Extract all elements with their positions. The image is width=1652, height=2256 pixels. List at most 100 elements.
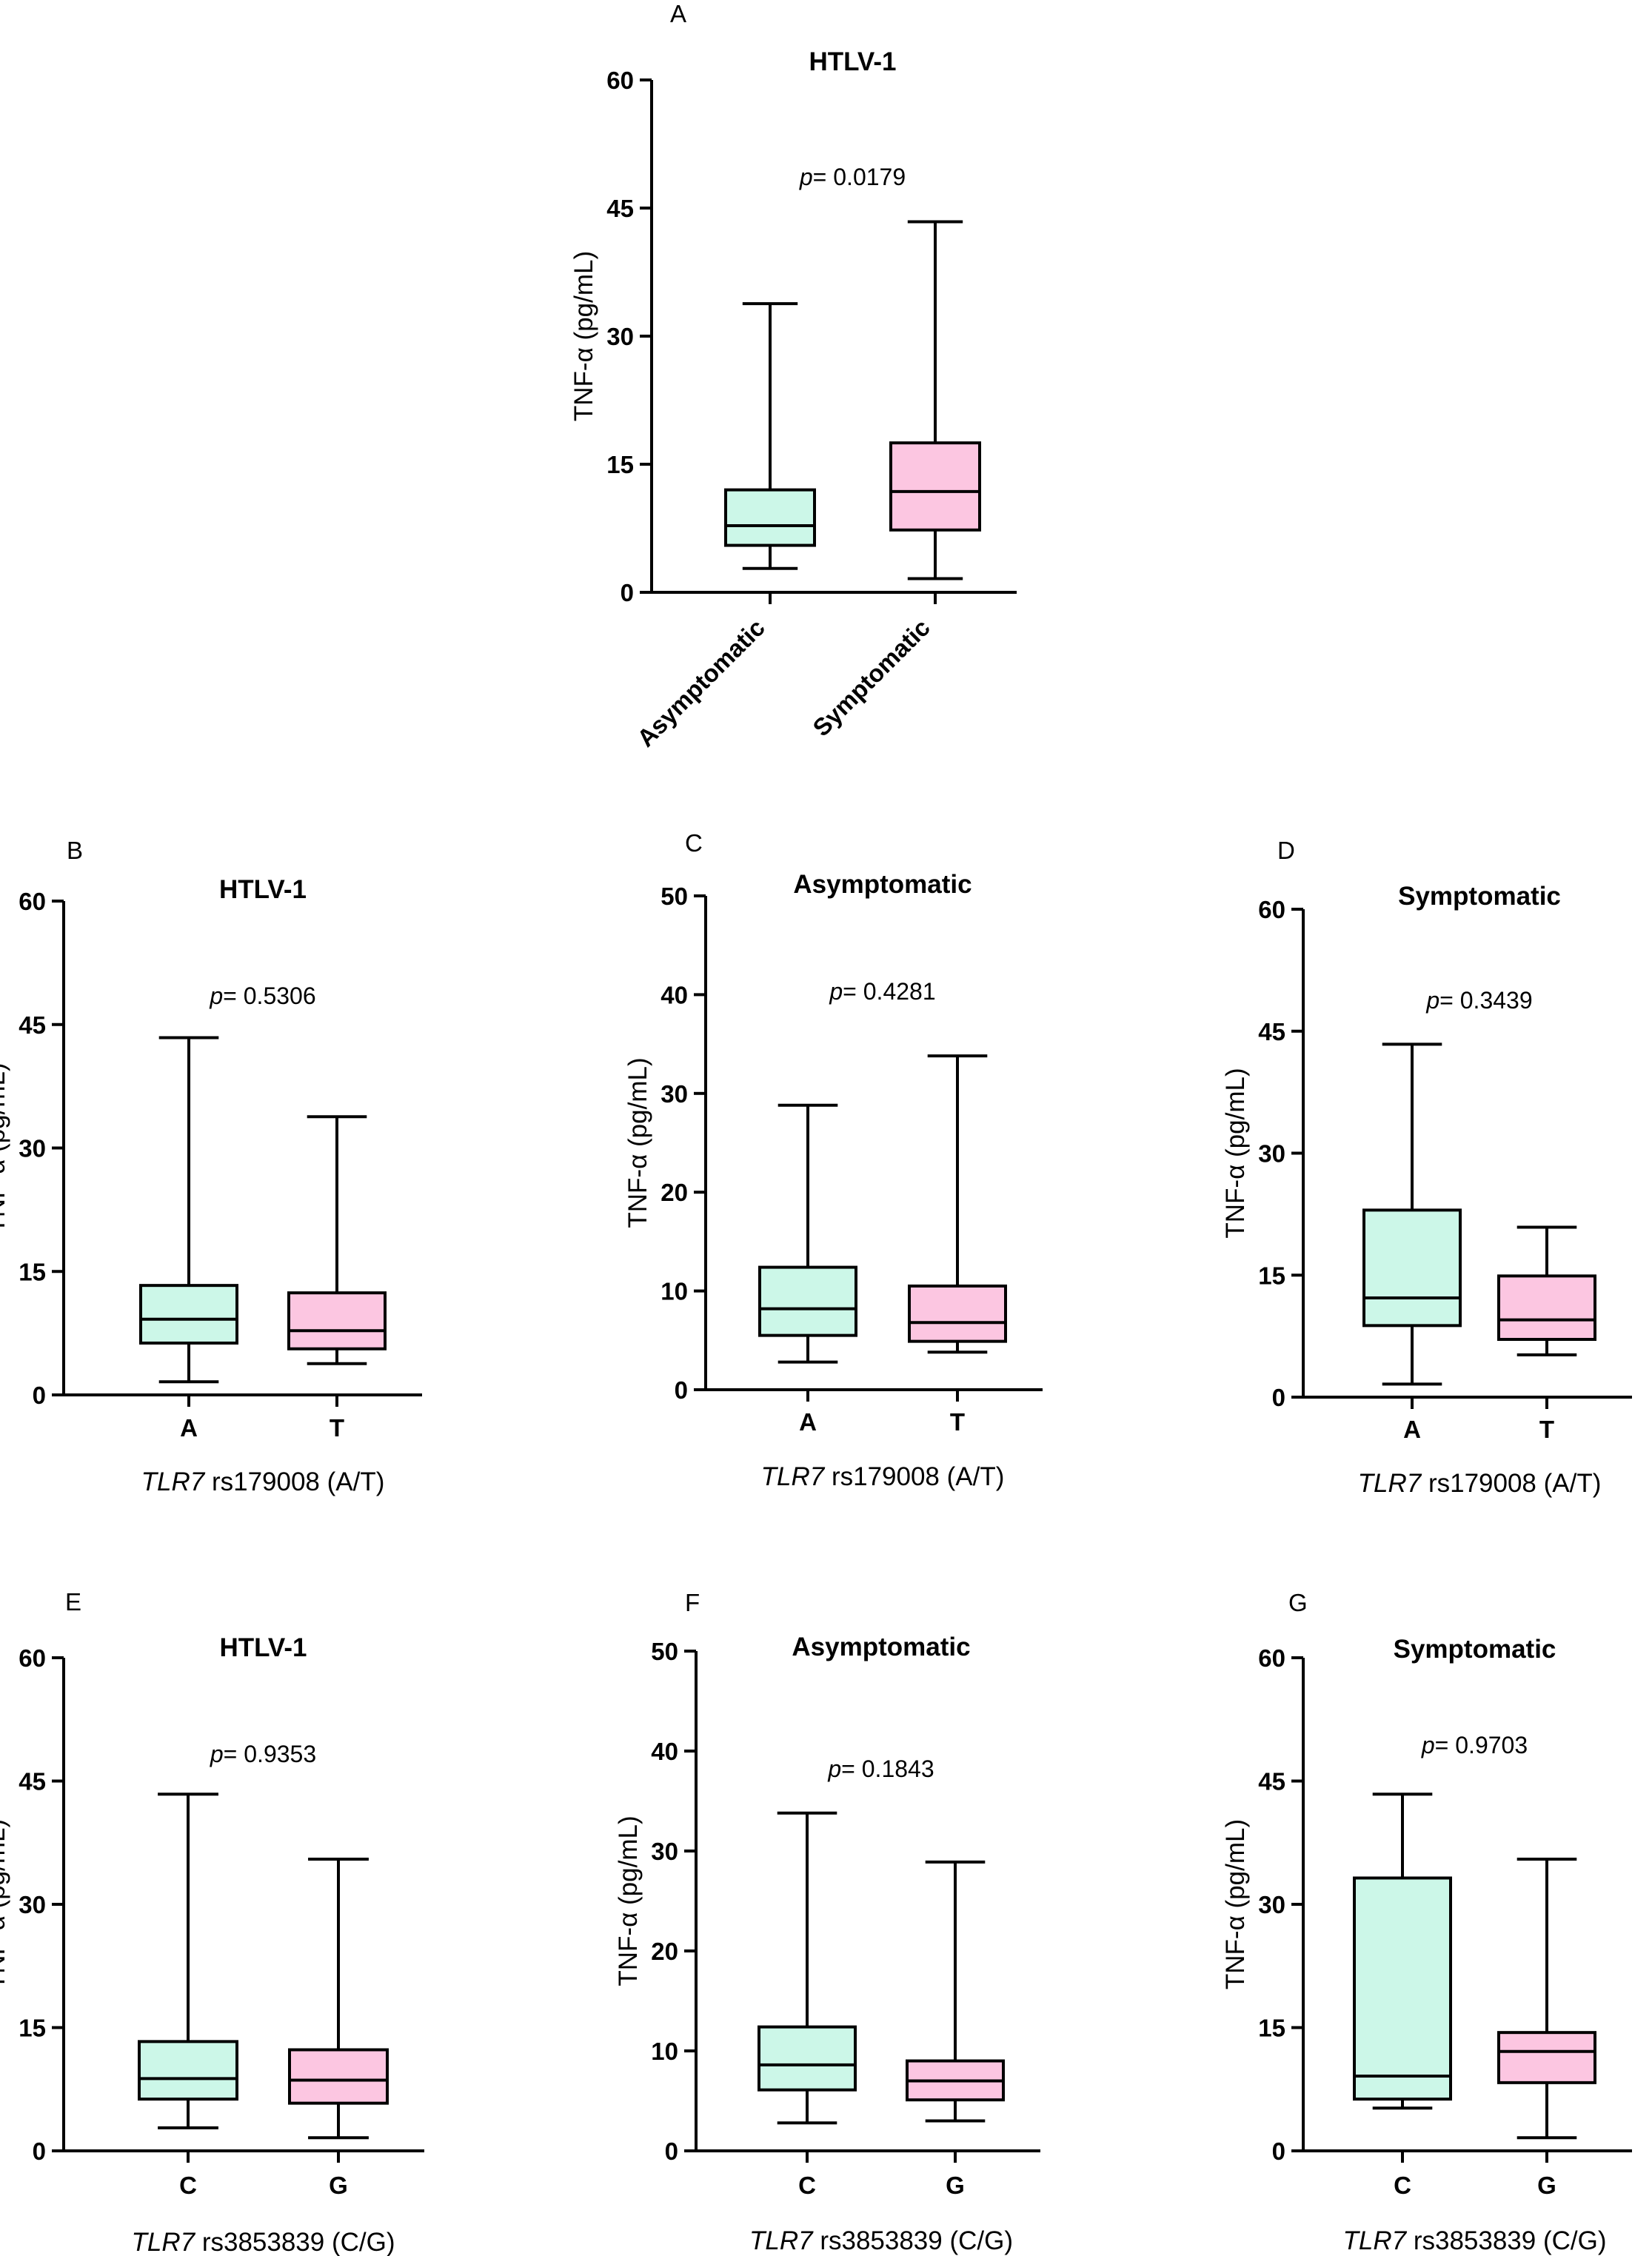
x-category-label: A [1403, 1416, 1421, 1443]
y-tick-label: 30 [19, 1135, 46, 1162]
y-tick-label: 45 [19, 1768, 46, 1795]
box-g [288, 1857, 389, 2140]
panel-letter: D [1277, 837, 1295, 864]
box-c [1353, 1793, 1452, 2110]
x-axis-label: TLR7 rs179008 (A/T) [1358, 1469, 1602, 1498]
p-value-label: p= 0.0179 [799, 164, 906, 190]
y-tick-label: 0 [675, 1376, 688, 1404]
iqr-box [139, 1284, 238, 1345]
x-axis-label: TLR7 rs3853839 (C/G) [749, 2226, 1013, 2255]
y-tick-label: 30 [1258, 1140, 1285, 1168]
x-category-label: Symptomatic [807, 614, 935, 742]
p-value-label: p= 0.9353 [210, 1741, 316, 1767]
x-category-label: T [1539, 1416, 1554, 1443]
x-category-label: C [179, 2172, 197, 2199]
y-tick-label: 30 [651, 1838, 678, 1865]
y-tick-label: 60 [1258, 1644, 1285, 1672]
iqr-box [758, 2025, 857, 2092]
p-value-label: p= 0.5306 [209, 983, 315, 1009]
iqr-box [758, 1265, 857, 1337]
iqr-box [908, 1284, 1007, 1343]
iqr-box [287, 1291, 387, 1350]
chart-title: HTLV-1 [809, 47, 897, 76]
y-tick-label: 10 [651, 2038, 678, 2065]
panel-letter: F [685, 1589, 700, 1616]
y-tick-label: 45 [1258, 1768, 1285, 1795]
panel-letter: B [67, 837, 83, 864]
y-tick-label: 15 [1258, 1262, 1285, 1289]
y-tick-label: 40 [651, 1738, 678, 1765]
chart-title: HTLV-1 [220, 1633, 307, 1662]
y-tick-label: 0 [621, 579, 634, 606]
panel-letter: E [65, 1588, 81, 1616]
x-axis-label: TLR7 rs179008 (A/T) [141, 1467, 385, 1496]
box-t [908, 1054, 1007, 1354]
box-a [139, 1036, 238, 1384]
chart-title: Symptomatic [1398, 882, 1561, 911]
x-category-label: Asymptomatic [632, 614, 770, 752]
box-t [287, 1115, 387, 1365]
y-tick-label: 45 [19, 1011, 46, 1039]
p-value-label: p= 0.9703 [1421, 1732, 1528, 1758]
x-category-label: G [946, 2172, 965, 2199]
iqr-box [138, 2040, 238, 2101]
y-axis-label: TNF-α (pg/mL) [0, 1819, 10, 1989]
panel-e: E HTLV-1 p= 0.9353 0 15 30 45 60 TNF-α (pg/mL) C G… [0, 1588, 424, 2256]
y-tick-label: 45 [1258, 1018, 1285, 1045]
x-category-label: T [330, 1414, 344, 1442]
iqr-box [724, 488, 816, 547]
panel-d: D Symptomatic p= 0.3439 0 15 30 45 60 TNF-α (pg/… [1221, 837, 1632, 1498]
y-tick-label: 30 [19, 1891, 46, 1918]
x-axis-label: TLR7 rs3853839 (C/G) [1343, 2226, 1607, 2255]
y-tick-label: 0 [33, 2138, 46, 2165]
y-tick-label: 15 [606, 451, 634, 478]
x-category-label: A [180, 1414, 198, 1442]
panel-letter: A [670, 0, 686, 27]
y-axis-label: TNF-α (pg/mL) [623, 1057, 652, 1228]
y-axis-label: TNF-α (pg/mL) [614, 1815, 643, 1986]
y-tick-label: 60 [19, 888, 46, 915]
y-tick-label: 15 [19, 1258, 46, 1285]
box-asymptomatic [724, 302, 816, 570]
p-value-label: p= 0.3439 [1425, 987, 1532, 1014]
p-value-label: p= 0.1843 [827, 1755, 934, 1782]
panel-letter: C [685, 829, 703, 857]
chart-title: HTLV-1 [219, 875, 307, 904]
y-tick-label: 60 [606, 67, 634, 94]
box-a [758, 1103, 857, 1364]
y-tick-label: 30 [1258, 1891, 1285, 1918]
iqr-box [1353, 1876, 1452, 2101]
chart-title: Symptomatic [1394, 1635, 1556, 1664]
x-category-label: T [950, 1408, 965, 1436]
x-category-label: A [799, 1408, 817, 1436]
panel-a: A HTLV-1 p= 0.0179 0 15 30 45 60 TNF-α (pg/mL) As… [569, 0, 1017, 752]
chart-title: Asymptomatic [792, 1633, 970, 1661]
y-tick-label: 60 [1258, 896, 1285, 923]
chart-title: Asymptomatic [793, 870, 972, 899]
panel-g: G Symptomatic p= 0.9703 0 15 30 45 60 TNF-α (pg/… [1221, 1589, 1632, 2255]
panel-letter: G [1288, 1589, 1308, 1616]
y-axis-label: TNF-α (pg/mL) [1221, 1819, 1250, 1989]
box-symptomatic [889, 220, 981, 580]
x-category-label: C [798, 2172, 816, 2199]
iqr-box [1362, 1208, 1462, 1328]
y-axis-label: TNF-α (pg/mL) [0, 1062, 10, 1233]
box-a [1362, 1042, 1462, 1386]
y-tick-label: 40 [661, 981, 688, 1008]
x-category-label: G [1537, 2172, 1556, 2199]
iqr-box [889, 441, 981, 532]
box-c [138, 1793, 238, 2129]
iqr-box [1497, 2031, 1596, 2084]
y-tick-label: 0 [665, 2138, 678, 2165]
y-axis-label: TNF-α (pg/mL) [1221, 1068, 1250, 1238]
y-tick-label: 0 [1272, 2138, 1285, 2165]
y-tick-label: 15 [1258, 2015, 1285, 2042]
y-tick-label: 15 [19, 2015, 46, 2042]
p-value-label: p= 0.4281 [829, 978, 935, 1005]
box-g [1497, 1857, 1596, 2140]
panel-c: C Asymptomatic p= 0.4281 0 10 20 30 40 50 TNF-α (… [623, 829, 1043, 1491]
y-tick-label: 30 [606, 323, 634, 350]
x-category-label: G [329, 2172, 348, 2199]
